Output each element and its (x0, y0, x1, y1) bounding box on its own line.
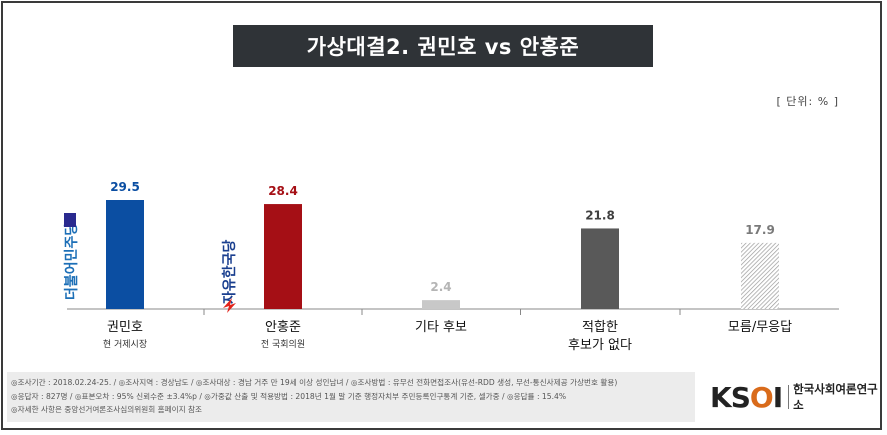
bar (264, 204, 302, 309)
category-sublabel: 현 거제시장 (103, 339, 147, 350)
bar (422, 300, 460, 309)
party-logo-text: 자유한국당 (221, 239, 238, 304)
party-logo-emblem (64, 213, 76, 227)
category-label: 후보가 없다 (568, 338, 632, 353)
category-sublabel: 전 국회의원 (261, 339, 305, 350)
party-logo-torch (223, 298, 236, 313)
logo-divider (788, 385, 790, 409)
footer-line-1: ◎조사기간 : 2018.02.24-25. / ◎조사지역 : 경상남도 / … (11, 378, 618, 387)
logo-mark-text: KSOI (710, 380, 783, 414)
logo-mark: KSOI (710, 380, 783, 414)
survey-footer: ◎조사기간 : 2018.02.24-25. / ◎조사지역 : 경상남도 / … (7, 372, 695, 422)
party-logo-democratic: 더불어민주당 (63, 223, 80, 300)
data-label: 2.4 (430, 280, 451, 294)
bar (741, 242, 779, 309)
category-label: 권민호 (107, 320, 143, 335)
category-label: 적합한 (582, 320, 618, 335)
chart-title: 가상대결2. 권민호 vs 안홍준 (233, 25, 653, 67)
chart-frame (1, 1, 882, 430)
data-label: 17.9 (745, 223, 775, 237)
bar (581, 228, 619, 309)
footer-line-3: ◎자세한 사항은 중앙선거여론조사심의위원회 홈페이지 참조 (11, 405, 202, 414)
bar (106, 200, 144, 309)
category-label: 안홍준 (265, 320, 301, 335)
unit-label: [ 단위: % ] (776, 95, 839, 108)
category-label: 기타 후보 (415, 320, 467, 335)
data-label: 29.5 (110, 180, 140, 194)
logo-text: 한국사회여론연구소 (793, 382, 878, 412)
logo-mark-o: O (749, 380, 774, 414)
data-label: 21.8 (585, 208, 615, 222)
footer-line-2: ◎응답자 : 827명 / ◎표본오차 : 95% 신뢰수준 ±3.4%p / … (11, 392, 567, 401)
category-label: 모름/무응답 (728, 320, 792, 335)
data-label: 28.4 (268, 184, 298, 198)
party-logo-liberty-korea: 자유한국당 (221, 239, 238, 304)
ksoi-logo: KSOI 한국사회여론연구소 (710, 380, 887, 414)
party-logo-text: 더불어민주당 (63, 223, 80, 300)
